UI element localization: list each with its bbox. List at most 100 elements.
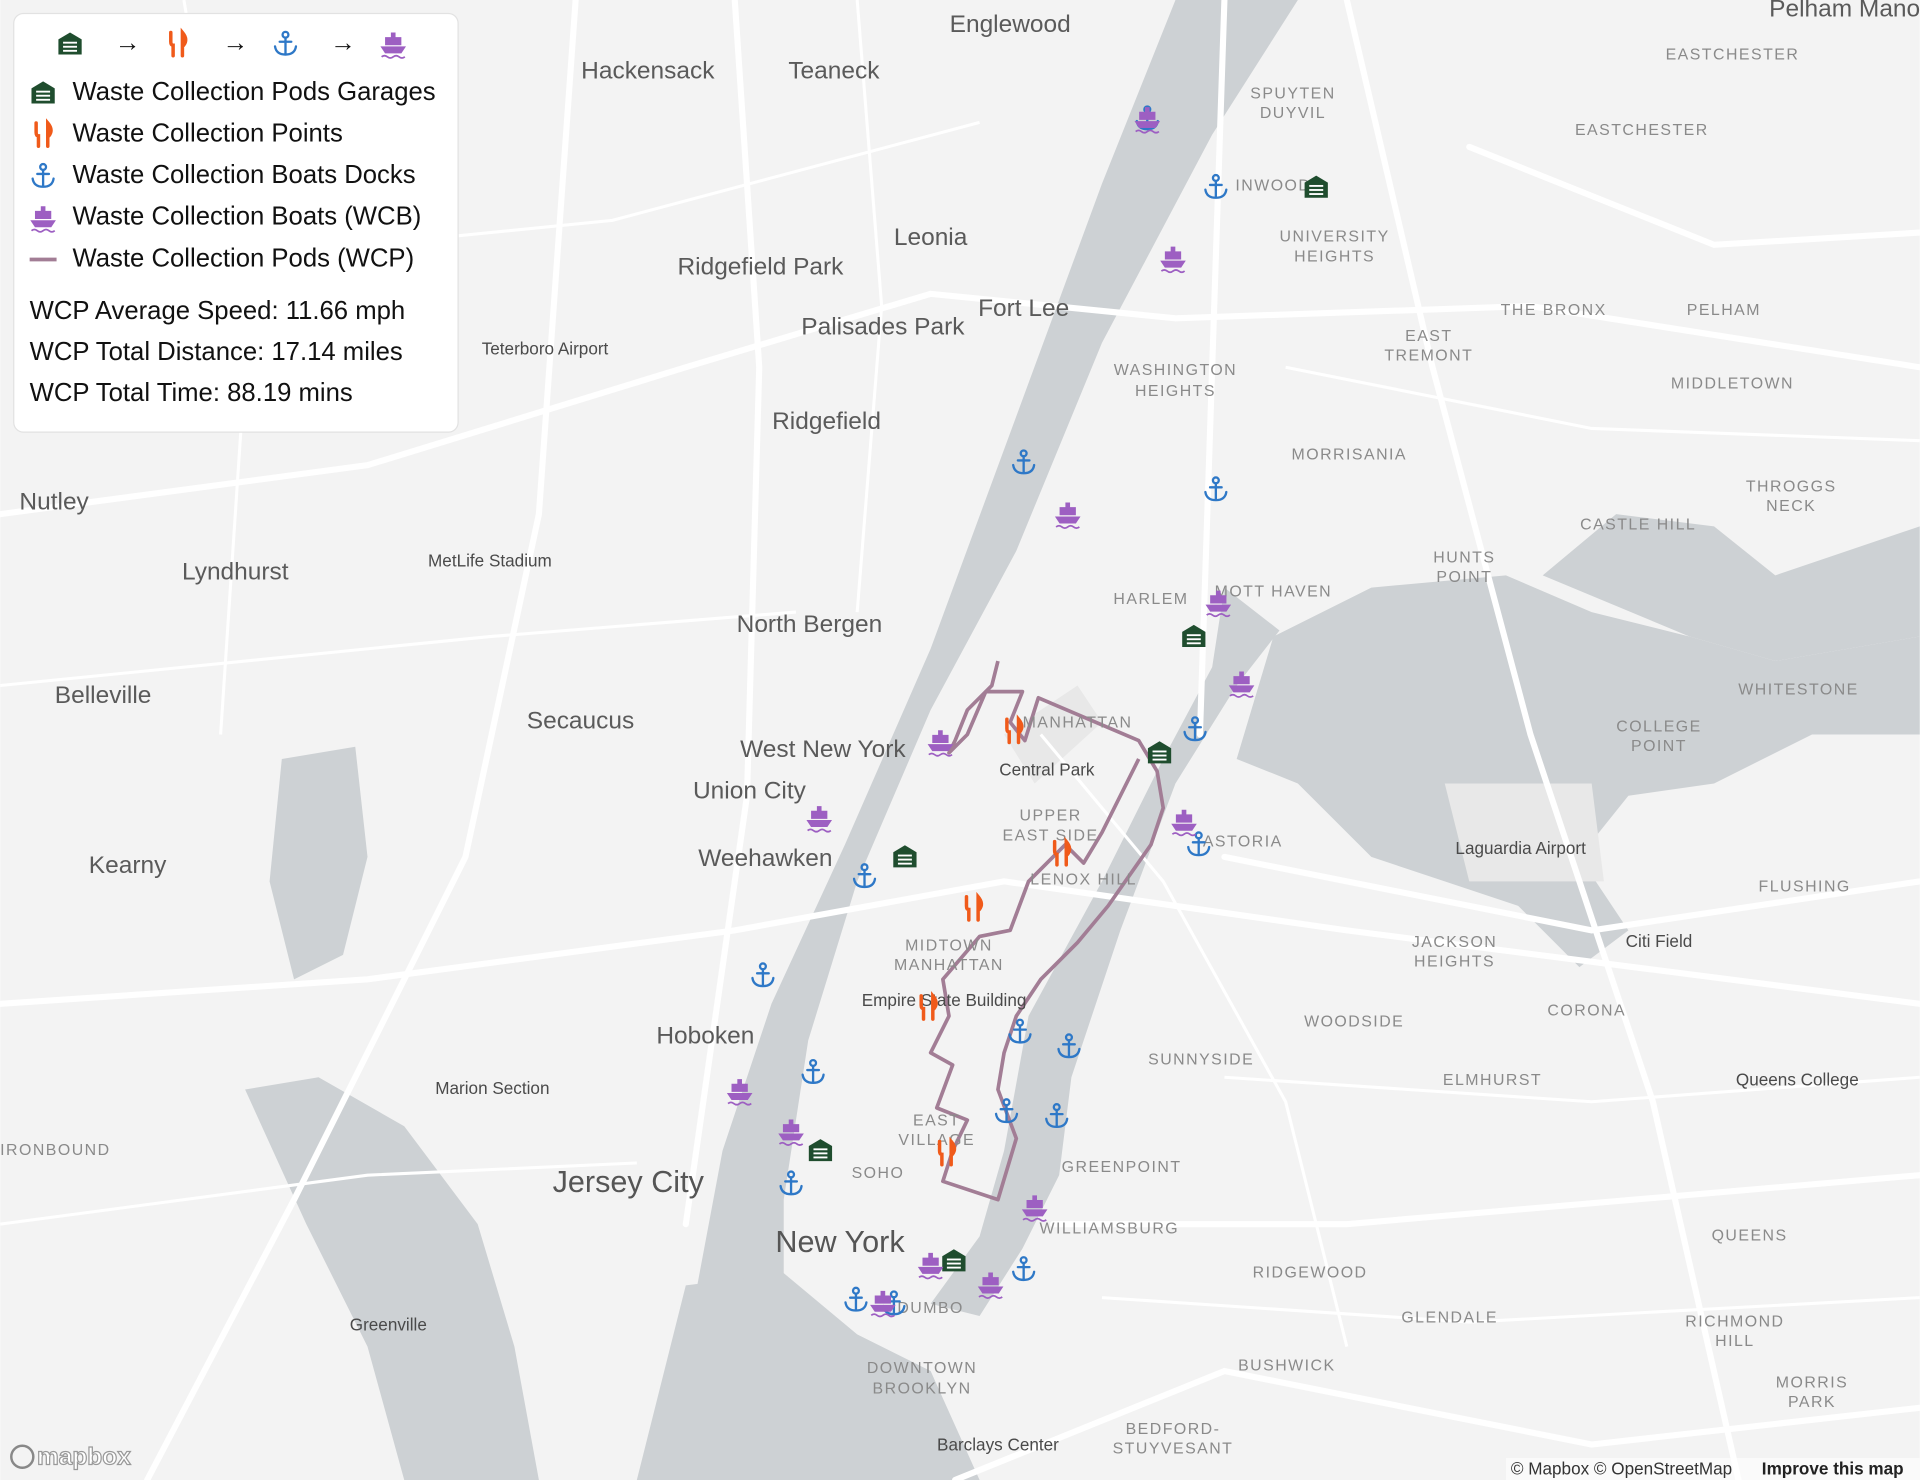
place-label: Central Park	[999, 760, 1095, 780]
garage-door-line	[946, 1266, 961, 1269]
legend-flow-icon	[169, 27, 188, 58]
marker-anchor[interactable]	[801, 1058, 825, 1084]
marker-garage[interactable]	[1147, 741, 1172, 764]
boat-icon	[1134, 107, 1161, 129]
boat-wave	[727, 1101, 752, 1106]
marker-boat[interactable]	[806, 806, 833, 833]
anchor-icon	[1057, 1039, 1081, 1059]
marker-boat[interactable]	[778, 1119, 804, 1146]
boat-icon	[778, 1119, 804, 1141]
legend-item-label: Waste Collection Pods (WCP)	[72, 244, 414, 272]
marker-anchor[interactable]	[751, 962, 775, 988]
marker-boat[interactable]	[977, 1272, 1004, 1299]
marker-anchor[interactable]	[1204, 173, 1228, 199]
legend-item-label: Waste Collection Boats (WCB)	[72, 203, 421, 231]
marker-garage[interactable]	[942, 1249, 966, 1272]
marker-anchor[interactable]	[1183, 716, 1207, 742]
place-label: Ridgefield Park	[677, 254, 844, 281]
place-label: THE BRONX	[1501, 302, 1607, 319]
garage-door-line	[1309, 189, 1324, 191]
place-label: WILLIAMSBURG	[1040, 1220, 1180, 1237]
marker-garage[interactable]	[893, 845, 917, 868]
marker-boat[interactable]	[1205, 590, 1232, 618]
marker-anchor[interactable]	[1045, 1103, 1069, 1129]
marker-anchor[interactable]	[1057, 1033, 1081, 1059]
place-label: BEDFORD-	[1126, 1421, 1221, 1438]
garage-door-line	[63, 41, 78, 44]
place-label: WOODSIDE	[1304, 1013, 1404, 1030]
place-label: EASTCHESTER	[1666, 46, 1800, 63]
knife-icon	[1016, 714, 1024, 745]
mapbox-logo-icon	[10, 1444, 35, 1469]
marker-anchor[interactable]	[779, 1170, 803, 1196]
anchor-icon	[1204, 179, 1228, 199]
anchor-icon	[852, 868, 877, 889]
garage-door-line	[946, 1258, 961, 1261]
place-label: Palisades Park	[801, 314, 965, 341]
garage-door-line	[1152, 758, 1167, 761]
marker-boat[interactable]	[1054, 502, 1081, 529]
attribution-bg	[1505, 1457, 1920, 1480]
marker-boat[interactable]	[1160, 246, 1186, 274]
place-label: ELMHURST	[1443, 1072, 1542, 1089]
marker-anchor[interactable]	[1187, 831, 1211, 857]
marker-boat[interactable]	[1171, 809, 1197, 837]
boat-wave	[1135, 129, 1160, 134]
place-label: STUYVESANT	[1113, 1441, 1234, 1458]
garage-door-line	[36, 98, 51, 101]
fork-icon	[1005, 717, 1011, 745]
place-label: Kearny	[89, 852, 167, 879]
anchor-icon	[994, 1103, 1019, 1124]
place-label: MOTT HAVEN	[1215, 584, 1333, 601]
marker-anchor[interactable]	[1204, 476, 1228, 502]
marker-anchor[interactable]	[1012, 1256, 1036, 1282]
marker-anchor[interactable]	[994, 1098, 1019, 1124]
garage-door-line	[63, 49, 78, 52]
marker-fork[interactable]	[1005, 714, 1024, 745]
anchor-icon	[801, 1064, 825, 1084]
improve-map-link[interactable]: Improve this map	[1762, 1459, 1904, 1479]
fork-icon	[34, 121, 41, 149]
marker-boat[interactable]	[917, 1252, 944, 1280]
marker-boat[interactable]	[726, 1079, 753, 1106]
place-label: HILL	[1715, 1333, 1754, 1350]
place-label: DUMBO	[897, 1300, 964, 1317]
marker-anchor[interactable]	[852, 863, 877, 889]
garage-door-line	[1186, 634, 1201, 637]
garage-door-line	[36, 90, 51, 93]
place-label: MIDTOWN	[905, 937, 993, 954]
marker-anchor[interactable]	[844, 1286, 868, 1312]
knife-icon	[949, 1136, 957, 1167]
marker-fork[interactable]	[1052, 836, 1072, 867]
marker-fork[interactable]	[919, 991, 938, 1021]
mapbox-logo[interactable]: mapbox	[36, 1443, 131, 1471]
marker-boat[interactable]	[1021, 1195, 1048, 1222]
marker-fork[interactable]	[937, 1136, 957, 1167]
marker-garage[interactable]	[1304, 175, 1328, 198]
marker-boat[interactable]	[927, 730, 954, 757]
marker-anchor[interactable]	[1012, 449, 1036, 475]
place-label: QUEENS	[1712, 1228, 1788, 1245]
marker-boat[interactable]	[1134, 107, 1161, 134]
place-label: SUNNYSIDE	[1148, 1051, 1254, 1068]
boat-wave	[1171, 832, 1197, 837]
place-label: WHITESTONE	[1738, 682, 1858, 699]
marker-boat[interactable]	[1228, 671, 1255, 698]
place-label: Greenville	[350, 1314, 427, 1334]
anchor-icon	[1204, 482, 1228, 502]
place-label: COLLEGE	[1616, 718, 1701, 735]
place-label: Lyndhurst	[182, 558, 289, 585]
marker-garage[interactable]	[1182, 624, 1206, 648]
place-label: Queens College	[1736, 1069, 1859, 1089]
garage-door-line	[36, 94, 51, 97]
place-label: Jersey City	[553, 1165, 705, 1199]
place-label: Union City	[693, 777, 807, 804]
place-label: BROOKLYN	[873, 1381, 972, 1398]
place-label: Citi Field	[1626, 931, 1693, 951]
marker-garage[interactable]	[808, 1139, 833, 1162]
marker-anchor[interactable]	[1008, 1018, 1032, 1044]
place-label: Laguardia Airport	[1455, 838, 1586, 858]
marker-boat[interactable]	[870, 1290, 896, 1318]
marker-fork[interactable]	[964, 891, 984, 922]
